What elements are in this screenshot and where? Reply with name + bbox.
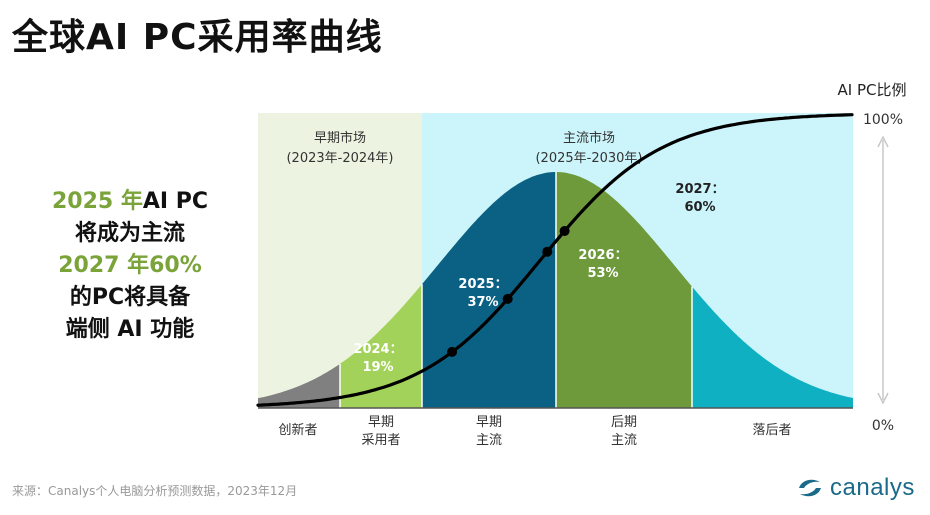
category-label-late-majority-1: 后期	[611, 415, 637, 430]
canalys-logo-text: canalys	[830, 474, 915, 501]
point-label-2026-value: 53%	[587, 266, 618, 281]
point-label-2024-year: 2024：	[353, 342, 402, 357]
data-point-markers	[447, 226, 570, 357]
key-findings-callout: 2025 年AI PC 将成为主流 2027 年60% 的PC将具备 端侧 AI…	[10, 186, 250, 346]
point-label-2027-value: 60%	[684, 200, 715, 215]
callout-year-2025: 2025 年	[51, 189, 143, 214]
point-label-2027-year: 2027：	[675, 182, 724, 197]
source-note: 来源：Canalys个人电脑分析预测数据，2023年12月	[12, 484, 298, 498]
region-label-early: 早期市场	[314, 130, 366, 146]
page-title: 全球AI PC采用率曲线	[12, 17, 383, 58]
data-point-2	[542, 246, 553, 257]
category-label-early-majority-1: 早期	[476, 415, 502, 430]
segment-innovators	[258, 363, 340, 408]
canalys-swoosh-icon	[799, 479, 821, 497]
canalys-logo: canalys	[796, 474, 915, 502]
callout-line-4: 的PC将具备	[69, 285, 191, 310]
category-label-laggards: 落后者	[752, 423, 791, 438]
region-sublabel-early: (2023年-2024年)	[286, 151, 393, 166]
y-tick-100: 100%	[863, 112, 903, 128]
category-label-early-adopters-2: 采用者	[361, 433, 400, 448]
segment-laggards	[692, 286, 853, 408]
callout-line-3: 2027 年60%	[58, 253, 202, 278]
callout-line-5: 端侧 AI 功能	[65, 317, 195, 342]
data-point-1	[502, 293, 513, 304]
y-axis-title: AI PC比例	[838, 81, 907, 99]
region-sublabel-mainstream: (2025年-2030年)	[535, 151, 642, 166]
segment-late-majority	[556, 172, 692, 408]
category-label-early-adopters-1: 早期	[368, 415, 394, 430]
callout-line-1: 2025 年AI PC	[10, 186, 250, 218]
point-label-2025-year: 2025：	[458, 277, 507, 292]
segment-early-adopters	[340, 284, 422, 408]
callout-ai-pc: AI PC	[142, 189, 209, 214]
adoption-s-curve	[256, 113, 854, 407]
callout-line-2: 将成为主流	[74, 221, 185, 246]
point-label-2026-year: 2026：	[578, 248, 627, 263]
category-label-innovators: 创新者	[278, 422, 317, 438]
category-label-early-majority-2: 主流	[476, 433, 502, 448]
category-label-late-majority-2: 主流	[611, 433, 637, 448]
point-label-2025-value: 37%	[467, 295, 498, 310]
point-label-2024-value: 19%	[362, 360, 393, 375]
data-point-3	[559, 226, 570, 236]
data-point-0	[447, 346, 458, 357]
region-label-mainstream: 主流市场	[563, 130, 615, 146]
segment-dividers	[339, 172, 693, 408]
y-tick-0: 0%	[872, 418, 894, 434]
y-axis-double-arrow	[877, 135, 889, 405]
